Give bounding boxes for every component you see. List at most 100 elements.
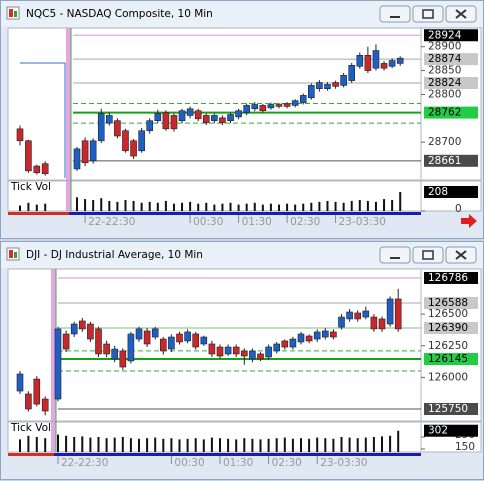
candle-body <box>219 117 226 123</box>
volume-bar <box>100 198 103 211</box>
candle-body <box>160 338 167 352</box>
session-break <box>66 28 71 211</box>
candle-body <box>202 115 210 123</box>
volume-bar <box>237 204 240 211</box>
candle-body <box>70 323 78 335</box>
window-title: DJI - DJ Industrial Average, 10 Min <box>26 249 203 261</box>
candle-body <box>106 115 113 124</box>
app-icon-green <box>14 11 17 17</box>
candle-body <box>356 55 364 67</box>
volume-bar <box>251 438 254 452</box>
volume-bar <box>366 200 369 211</box>
x-tick-label: 01:30 <box>242 216 272 228</box>
candle-body <box>249 350 256 360</box>
candle-body <box>54 328 62 400</box>
minimize-button[interactable] <box>379 246 411 264</box>
volume-bar <box>44 203 47 211</box>
level-label-box <box>424 297 478 310</box>
y-tick-label: 126000 <box>428 371 468 383</box>
volume-bar <box>197 203 200 211</box>
candle-body <box>87 323 94 340</box>
level-label-box <box>424 29 478 42</box>
volume-bar <box>57 434 59 452</box>
x-tick-label: 22-22:30 <box>61 457 108 469</box>
candle-body <box>151 328 159 338</box>
candle-body <box>25 140 32 172</box>
volume-bar <box>138 438 140 452</box>
chart-window: NQC5 - NASDAQ Composite, 10 Min 28900 2885… <box>0 0 484 239</box>
candle-body <box>95 328 102 355</box>
level-label: 126390 <box>428 322 468 334</box>
candle-body <box>291 100 299 106</box>
close-icon <box>455 250 467 260</box>
y-tick-label: 28850 <box>428 65 461 77</box>
volume-bar <box>92 200 95 211</box>
scroll-arrow[interactable] <box>461 214 477 228</box>
level-label: 28824 <box>428 77 462 89</box>
window-title: NQC5 - NASDAQ Composite, 10 Min <box>26 8 213 20</box>
candle-body <box>122 130 129 152</box>
prior-close-line <box>20 62 66 178</box>
minimize-button[interactable] <box>379 5 411 23</box>
volume-bar <box>259 439 262 452</box>
volume-bar <box>181 202 184 211</box>
restore-button[interactable] <box>412 246 444 264</box>
candle-body <box>192 333 199 348</box>
volume-bar <box>221 203 224 211</box>
session-strip-pre <box>8 212 69 215</box>
candle-body <box>338 316 345 328</box>
volume-bar <box>243 438 246 452</box>
volume-bar <box>326 200 329 211</box>
candle-body <box>283 103 291 107</box>
volume-bar <box>156 202 159 211</box>
x-tick-label: 23-03:30 <box>320 457 367 469</box>
candle-body <box>346 311 353 320</box>
volume-bar <box>186 438 189 452</box>
app-icon-red <box>9 9 13 17</box>
volume-bar <box>19 439 21 452</box>
volume-bar <box>342 202 345 211</box>
volume-bar <box>283 437 286 452</box>
volume-bar <box>65 435 68 452</box>
volume-bar <box>340 436 343 452</box>
volume-bar <box>302 203 305 211</box>
restore-button[interactable] <box>412 5 444 23</box>
volume-bar <box>286 203 289 211</box>
volume-bar <box>129 438 132 452</box>
candle-body <box>62 333 70 350</box>
level-label: 126786 <box>428 272 468 284</box>
candle-body <box>178 110 186 122</box>
price-scale <box>420 268 482 422</box>
volume-last-label: 302 <box>428 425 448 437</box>
candle-body <box>281 340 289 348</box>
volume-bar <box>84 199 87 211</box>
candle-body <box>259 105 267 111</box>
volume-bar <box>164 200 167 211</box>
x-tick-label: 02:30 <box>290 216 320 228</box>
volume-bar <box>350 200 353 211</box>
volume-bar <box>19 205 21 211</box>
session-strip-post <box>69 212 421 215</box>
volume-bar <box>278 204 280 211</box>
volume-bar <box>397 430 400 452</box>
volume-bar <box>89 437 92 452</box>
candle-body <box>119 350 127 368</box>
candle-body <box>73 148 81 170</box>
candle-body <box>308 85 315 99</box>
volume-bar <box>294 204 297 211</box>
session-break <box>51 269 56 452</box>
volume-bar <box>81 436 84 452</box>
candle-body <box>297 333 305 343</box>
volume-tick-label: 150 <box>455 441 475 453</box>
volume-bar <box>372 436 375 452</box>
candle-body <box>224 346 232 355</box>
volume-bar <box>154 437 157 452</box>
candle-body <box>138 130 145 152</box>
volume-bar <box>116 201 119 211</box>
volume-bar <box>381 436 383 452</box>
volume-bar <box>310 202 313 211</box>
candle-body <box>143 330 151 345</box>
candle-body <box>162 112 170 130</box>
level-label-box <box>424 322 478 335</box>
